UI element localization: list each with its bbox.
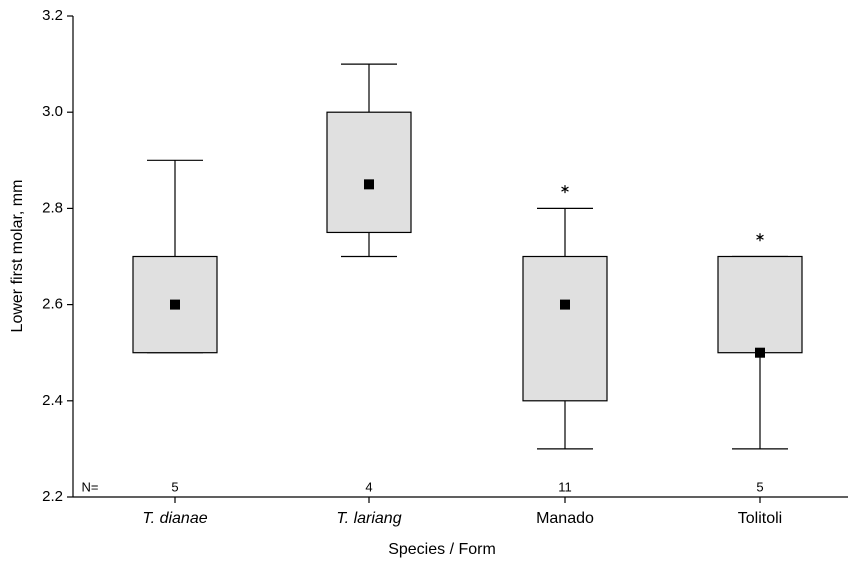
y-tick-label: 2.2 — [42, 488, 63, 505]
y-tick-label: 2.8 — [42, 199, 63, 216]
median-marker — [364, 179, 374, 190]
box — [522, 255, 608, 402]
n-label: N= — [82, 479, 99, 494]
x-tick-label: T. dianae — [142, 510, 207, 527]
x-tick-label: T. lariang — [336, 510, 401, 527]
x-axis-label: Species / Form — [388, 541, 496, 558]
box — [717, 255, 803, 354]
n-count: 5 — [171, 479, 178, 494]
y-tick-label: 3.2 — [42, 7, 63, 24]
y-axis-label: Lower first molar, mm — [9, 180, 26, 333]
n-count: 4 — [365, 479, 372, 494]
box — [326, 111, 412, 234]
y-tick-label: 3.0 — [42, 103, 63, 120]
median-marker — [755, 347, 765, 358]
n-count: 5 — [756, 479, 763, 494]
n-count: 11 — [558, 479, 572, 494]
median-marker — [560, 299, 570, 310]
x-tick-label: Tolitoli — [738, 510, 782, 527]
x-tick-label: Manado — [536, 510, 594, 527]
y-tick-label: 2.4 — [42, 392, 63, 409]
y-tick-label: 2.6 — [42, 296, 63, 313]
outlier — [561, 185, 569, 194]
outlier — [756, 233, 764, 242]
median-marker — [170, 299, 180, 310]
